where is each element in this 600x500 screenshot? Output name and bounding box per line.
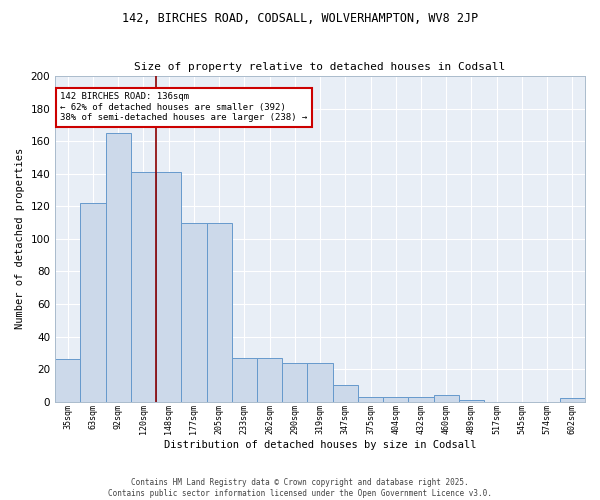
Bar <box>409 397 434 402</box>
Bar <box>156 172 181 402</box>
Bar <box>358 397 383 402</box>
Bar <box>55 360 80 402</box>
Bar <box>106 133 131 402</box>
Title: Size of property relative to detached houses in Codsall: Size of property relative to detached ho… <box>134 62 506 72</box>
Bar <box>307 362 332 402</box>
Y-axis label: Number of detached properties: Number of detached properties <box>15 148 25 330</box>
Text: Contains HM Land Registry data © Crown copyright and database right 2025.
Contai: Contains HM Land Registry data © Crown c… <box>108 478 492 498</box>
Bar <box>232 358 257 402</box>
Bar <box>257 358 282 402</box>
X-axis label: Distribution of detached houses by size in Codsall: Distribution of detached houses by size … <box>164 440 476 450</box>
Bar <box>383 397 409 402</box>
Bar <box>181 222 206 402</box>
Text: 142, BIRCHES ROAD, CODSALL, WOLVERHAMPTON, WV8 2JP: 142, BIRCHES ROAD, CODSALL, WOLVERHAMPTO… <box>122 12 478 26</box>
Bar <box>80 203 106 402</box>
Bar <box>560 398 585 402</box>
Bar <box>434 395 459 402</box>
Bar <box>131 172 156 402</box>
Bar <box>206 222 232 402</box>
Bar <box>332 386 358 402</box>
Bar <box>282 362 307 402</box>
Bar <box>459 400 484 402</box>
Text: 142 BIRCHES ROAD: 136sqm
← 62% of detached houses are smaller (392)
38% of semi-: 142 BIRCHES ROAD: 136sqm ← 62% of detach… <box>61 92 308 122</box>
